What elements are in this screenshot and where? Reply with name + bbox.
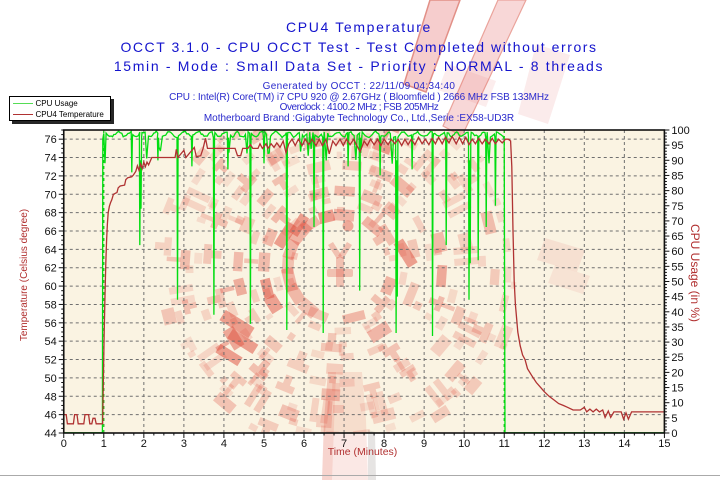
- svg-text:0: 0: [671, 428, 677, 440]
- svg-text:64: 64: [45, 244, 57, 256]
- svg-text:65: 65: [671, 231, 683, 243]
- svg-text:56: 56: [45, 318, 57, 330]
- svg-text:35: 35: [671, 322, 683, 334]
- svg-text:62: 62: [45, 263, 57, 275]
- svg-text:2: 2: [141, 438, 147, 450]
- svg-text:6: 6: [301, 438, 307, 450]
- svg-text:55: 55: [671, 261, 683, 273]
- svg-text:50: 50: [671, 277, 683, 289]
- svg-text:44: 44: [45, 428, 57, 440]
- svg-text:46: 46: [45, 410, 57, 422]
- svg-text:60: 60: [45, 281, 57, 293]
- svg-text:30: 30: [671, 337, 683, 349]
- svg-text:76: 76: [45, 134, 57, 146]
- svg-text:90: 90: [671, 155, 683, 167]
- svg-text:7: 7: [341, 438, 347, 450]
- svg-text:9: 9: [421, 438, 427, 450]
- svg-text:15: 15: [671, 383, 683, 395]
- svg-text:8: 8: [381, 438, 387, 450]
- svg-text:70: 70: [45, 189, 57, 201]
- svg-text:100: 100: [671, 125, 689, 137]
- svg-text:25: 25: [671, 352, 683, 364]
- svg-text:72: 72: [45, 171, 57, 183]
- svg-text:70: 70: [671, 216, 683, 228]
- svg-text:74: 74: [45, 153, 57, 165]
- svg-text:3: 3: [181, 438, 187, 450]
- svg-text:80: 80: [671, 186, 683, 198]
- svg-text:15: 15: [658, 438, 670, 450]
- svg-text:60: 60: [671, 246, 683, 258]
- svg-text:10: 10: [458, 438, 470, 450]
- svg-text:Temperature (Celsius degree): Temperature (Celsius degree): [19, 209, 30, 341]
- svg-text:12: 12: [538, 438, 550, 450]
- svg-text:45: 45: [671, 292, 683, 304]
- svg-text:50: 50: [45, 373, 57, 385]
- svg-text:11: 11: [498, 438, 509, 450]
- svg-text:20: 20: [671, 367, 683, 379]
- svg-text:0: 0: [61, 438, 67, 450]
- svg-text:68: 68: [45, 208, 57, 220]
- svg-text:5: 5: [261, 438, 267, 450]
- svg-text:1: 1: [101, 438, 107, 450]
- svg-text:95: 95: [671, 140, 683, 152]
- svg-text:66: 66: [45, 226, 57, 238]
- svg-text:13: 13: [578, 438, 590, 450]
- svg-text:48: 48: [45, 391, 57, 403]
- svg-text:5: 5: [671, 413, 677, 425]
- svg-text:52: 52: [45, 355, 57, 367]
- svg-text:54: 54: [45, 336, 57, 348]
- svg-text:85: 85: [671, 170, 683, 182]
- svg-text:58: 58: [45, 300, 57, 312]
- svg-text:10: 10: [671, 398, 683, 410]
- svg-text:4: 4: [221, 438, 227, 450]
- svg-text:Time (Minutes): Time (Minutes): [328, 446, 398, 458]
- svg-text:CPU Usage (in %): CPU Usage (in %): [688, 224, 702, 322]
- svg-text:14: 14: [618, 438, 630, 450]
- svg-text:75: 75: [671, 201, 683, 213]
- svg-text:40: 40: [671, 307, 683, 319]
